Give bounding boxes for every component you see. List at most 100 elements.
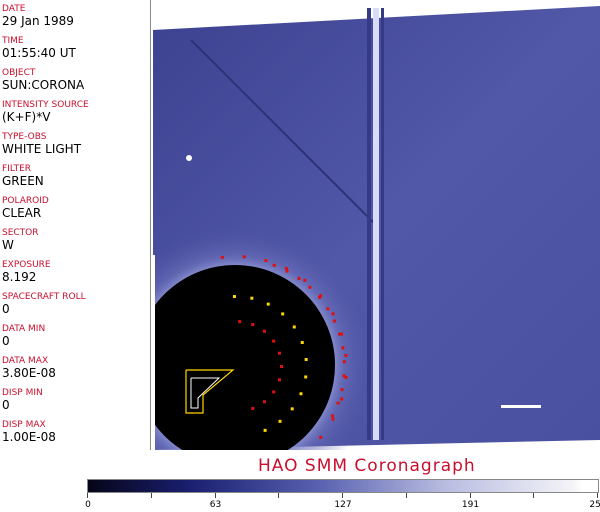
field-data-max: DATA MAX 3.80E-08 [2, 356, 56, 380]
marker-dot [263, 428, 267, 432]
field-value: WHITE LIGHT [2, 142, 82, 156]
marker-dot [304, 375, 308, 379]
field-value: 0 [2, 398, 10, 412]
colorbar-tick [597, 493, 598, 498]
marker-dot [290, 407, 294, 411]
marker-dot [242, 255, 246, 259]
colorbar-tick [150, 493, 152, 498]
colorbar-tick [87, 493, 88, 498]
field-filter: FILTER GREEN [2, 164, 44, 188]
field-exposure: EXPOSURE 8.192 [2, 260, 51, 284]
marker-dot [332, 319, 336, 323]
marker-dot [319, 435, 323, 439]
marker-dot [331, 417, 335, 421]
field-data-min: DATA MIN 0 [2, 324, 45, 348]
marker-dot [319, 294, 323, 298]
field-value: 8.192 [2, 270, 37, 284]
marker-dot [262, 329, 266, 333]
field-value: (K+F)*V [2, 110, 51, 124]
field-date: DATE 29 Jan 1989 [2, 4, 74, 28]
marker-dot [304, 358, 308, 362]
field-time: TIME 01:55:40 UT [2, 36, 76, 60]
field-value: CLEAR [2, 206, 42, 220]
field-label: DATE [2, 4, 26, 14]
colorbar-tick-label: 0 [85, 500, 91, 510]
marker-dot [250, 296, 254, 300]
field-intensity-source: INTENSITY SOURCE (K+F)*V [2, 100, 89, 124]
field-label: EXPOSURE [2, 260, 51, 270]
marker-dot [272, 339, 276, 343]
marker-dot [300, 340, 304, 344]
marker-dot [342, 360, 346, 364]
marker-dot [292, 325, 296, 329]
marker-dot [340, 332, 344, 336]
field-value: W [2, 238, 14, 252]
marker-dot [340, 388, 344, 392]
marker-dot [272, 263, 276, 267]
marker-dot [284, 266, 288, 270]
marker-dot [266, 302, 270, 306]
field-value: 3.80E-08 [2, 366, 56, 380]
marker-dot [341, 346, 345, 350]
field-label: DISP MIN [2, 388, 43, 398]
colorbar-tick [342, 493, 343, 498]
field-disp-min: DISP MIN 0 [2, 388, 43, 412]
field-label: SPACECRAFT ROLL [2, 292, 86, 302]
marker-dot [297, 276, 301, 280]
colorbar-tick [214, 493, 216, 498]
field-label: OBJECT [2, 68, 36, 78]
marker-dot [277, 351, 281, 355]
colorbar-tick [533, 493, 535, 498]
colorbar-tick-label: 63 [209, 500, 222, 510]
field-label: DATA MAX [2, 356, 49, 366]
marker-dot [331, 312, 335, 316]
marker-dot [340, 397, 344, 401]
field-value: 01:55:40 UT [2, 46, 76, 60]
field-label: POLAROID [2, 196, 49, 206]
field-object: OBJECT SUN:CORONA [2, 68, 84, 92]
marker-dot [336, 401, 340, 405]
field-value: 0 [2, 302, 10, 316]
field-spacecraft-roll: SPACECRAFT ROLL 0 [2, 292, 86, 316]
field-value: 29 Jan 1989 [2, 14, 74, 28]
field-label: DISP MAX [2, 420, 46, 430]
marker-dot [238, 320, 242, 324]
marker-dot [264, 259, 268, 263]
marker-dot [232, 295, 236, 299]
color-bar [87, 479, 599, 493]
marker-dot [342, 374, 346, 378]
colorbar-tick [405, 493, 407, 498]
colorbar-tick [469, 493, 471, 498]
field-label: FILTER [2, 164, 32, 174]
marker-dot [303, 278, 307, 282]
marker-dot [308, 285, 312, 289]
marker-dot [278, 419, 282, 423]
marker-dot [318, 295, 322, 299]
field-label: TYPE-OBS [2, 132, 47, 142]
marker-dot [251, 323, 255, 327]
field-value: GREEN [2, 174, 44, 188]
colorbar-tick-label: 127 [334, 500, 352, 510]
colorbar-tick-label: 191 [461, 500, 480, 510]
field-value: 1.00E-08 [2, 430, 56, 444]
field-label: SECTOR [2, 228, 39, 238]
field-disp-max: DISP MAX 1.00E-08 [2, 420, 56, 444]
marker-dot [331, 414, 335, 418]
field-label: DATA MIN [2, 324, 46, 334]
marker-dot [262, 400, 266, 404]
field-value: SUN:CORONA [2, 78, 85, 92]
marker-dot [299, 392, 303, 396]
marker-dot [326, 307, 330, 311]
coronagraph-image [151, 0, 600, 450]
marker-dot [344, 354, 348, 358]
marker-dot [277, 378, 281, 382]
field-value: 0 [2, 334, 10, 348]
field-type-obs: TYPE-OBS WHITE LIGHT [2, 132, 81, 156]
marker-dot [272, 390, 276, 394]
marker-dot [251, 406, 255, 410]
field-polaroid: POLAROID CLEAR [2, 196, 49, 220]
field-sector: SECTOR W [2, 228, 39, 252]
marker-dot [344, 375, 348, 379]
marker-dot [281, 312, 285, 316]
field-label: INTENSITY SOURCE [2, 100, 89, 110]
